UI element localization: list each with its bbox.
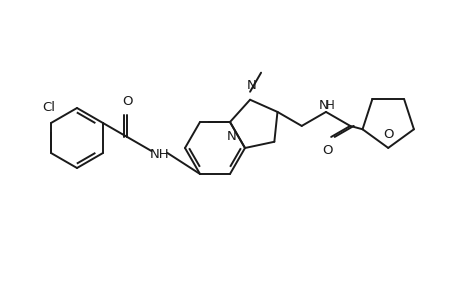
Text: H: H (325, 99, 334, 112)
Text: O: O (321, 144, 332, 157)
Text: N: N (246, 79, 257, 92)
Text: N: N (319, 99, 328, 112)
Text: O: O (382, 128, 392, 141)
Text: O: O (122, 95, 132, 108)
Text: Cl: Cl (42, 101, 56, 114)
Text: N: N (227, 130, 236, 143)
Text: NH: NH (149, 148, 169, 160)
